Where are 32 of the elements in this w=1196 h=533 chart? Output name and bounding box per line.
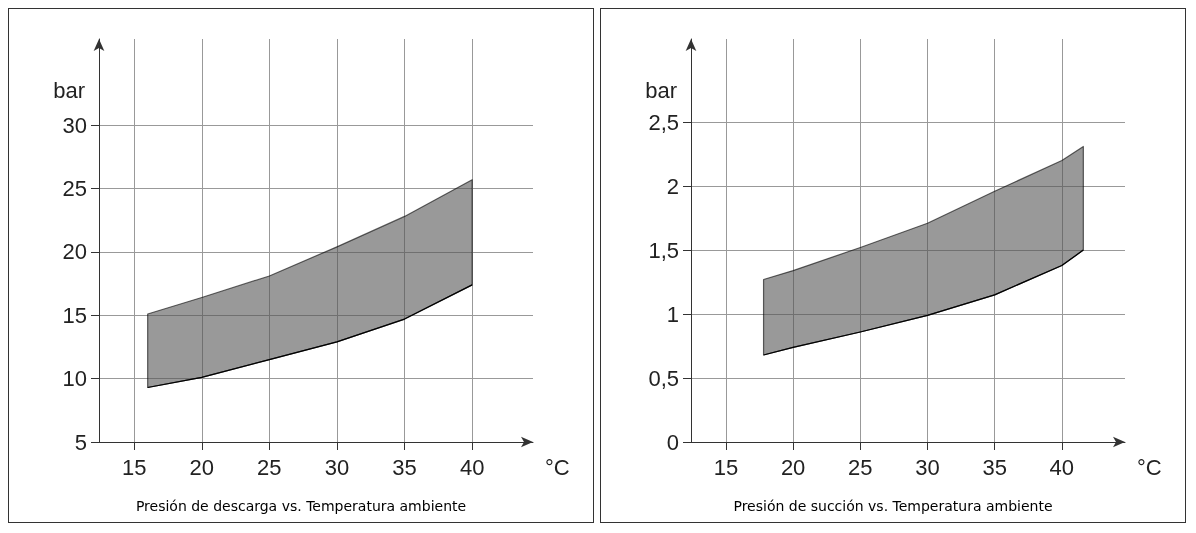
y-tick-label: 5: [74, 429, 87, 455]
text: Presión de descarga vs. Temperatura ambiente: [135, 498, 467, 514]
x-tick-label: 15: [713, 454, 739, 480]
x-tick-label: 20: [780, 454, 806, 480]
y-tick-label: 2,5: [648, 109, 679, 135]
x-tick-label: 40: [1049, 454, 1075, 480]
x-tick-label: 30: [915, 454, 940, 480]
x-tick-label: 40: [459, 454, 485, 480]
y-tick-label: 25: [62, 176, 87, 202]
y-tick-label: 10: [62, 366, 87, 392]
y-axis-title: bar: [645, 77, 677, 103]
y-tick-label: 30: [62, 112, 87, 138]
x-axis-title: °C: [1137, 454, 1162, 480]
x-tick-label: 25: [257, 454, 282, 480]
y-tick-label: 20: [62, 239, 87, 265]
x-tick-label: 30: [324, 454, 350, 480]
y-tick-label: 1,5: [648, 237, 679, 263]
x-tick-label: 35: [392, 454, 417, 480]
x-axis-title: °C: [545, 454, 570, 480]
y-tick-label: 2: [666, 173, 679, 199]
text: Presión de succión vs. Temperatura ambiente: [733, 498, 1053, 514]
x-tick-label: 20: [189, 454, 214, 480]
x-tick-label: 15: [121, 454, 147, 480]
line-series: [762, 249, 1084, 356]
x-tick-label: 25: [848, 454, 873, 480]
x-tick-label: 35: [982, 454, 1007, 480]
y-tick-label: 0,5: [648, 365, 679, 391]
y-tick-label: 15: [62, 302, 87, 328]
y-axis-title: bar: [53, 77, 85, 103]
y-tick-label: 1: [666, 301, 679, 327]
line-series: [147, 284, 473, 389]
y-tick-label: 0: [666, 429, 679, 455]
